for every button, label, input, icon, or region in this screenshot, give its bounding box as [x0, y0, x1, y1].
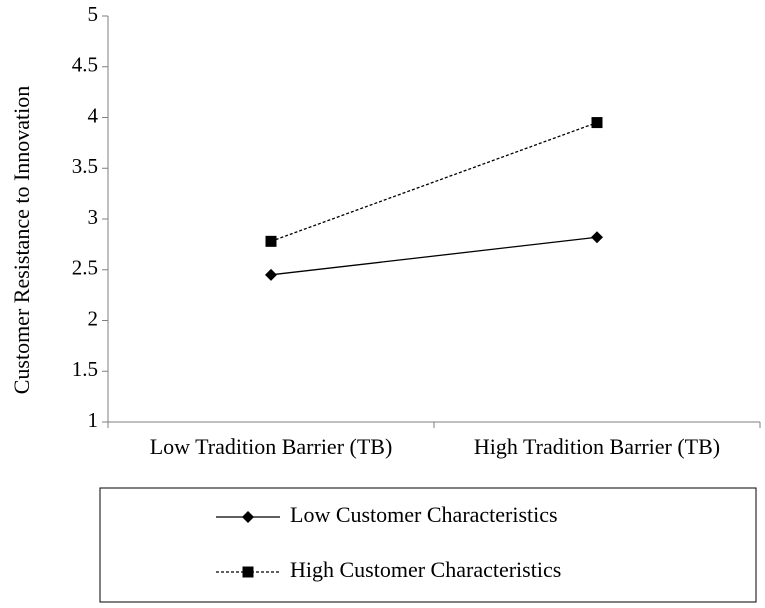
series-1 — [265, 231, 603, 281]
y-tick-label: 4 — [88, 103, 99, 127]
x-category-label: High Tradition Barrier (TB) — [474, 434, 720, 459]
series-line — [270, 236, 598, 276]
legend-marker — [242, 566, 254, 578]
y-tick-label: 1 — [88, 408, 99, 432]
data-point — [265, 268, 277, 281]
y-tick-label: 4.5 — [72, 53, 98, 77]
y-axis-title: Customer Resistance to Innovation — [9, 86, 34, 395]
y-tick-label: 5 — [88, 2, 99, 26]
data-point — [591, 117, 603, 129]
x-ticks: Low Tradition Barrier (TB) High Tradition… — [107, 422, 761, 459]
legend-label: High Customer Characteristics — [290, 557, 561, 582]
y-tick-label: 3.5 — [72, 154, 98, 178]
y-tick-label: 3 — [88, 205, 99, 229]
legend-item: High Customer Characteristics — [216, 557, 561, 582]
series-layer — [265, 117, 603, 281]
legend-label: Low Customer Characteristics — [290, 502, 558, 527]
legend-marker — [242, 511, 254, 523]
y-tick-label: 1.5 — [72, 357, 98, 381]
y-tick-label: 2 — [88, 306, 99, 330]
series-line — [270, 121, 598, 242]
series-2 — [265, 117, 603, 247]
data-point — [591, 231, 603, 244]
y-tick-label: 2.5 — [72, 256, 98, 280]
legend: Low Customer Characteristics High Custome… — [99, 487, 757, 603]
data-point — [265, 235, 277, 247]
y-ticks: 1 1.5 2 2.5 3 3.5 4 4.5 5 — [72, 2, 108, 432]
legend-item: Low Customer Characteristics — [216, 502, 558, 527]
legend-box — [99, 487, 757, 603]
x-category-label: Low Tradition Barrier (TB) — [150, 434, 393, 459]
